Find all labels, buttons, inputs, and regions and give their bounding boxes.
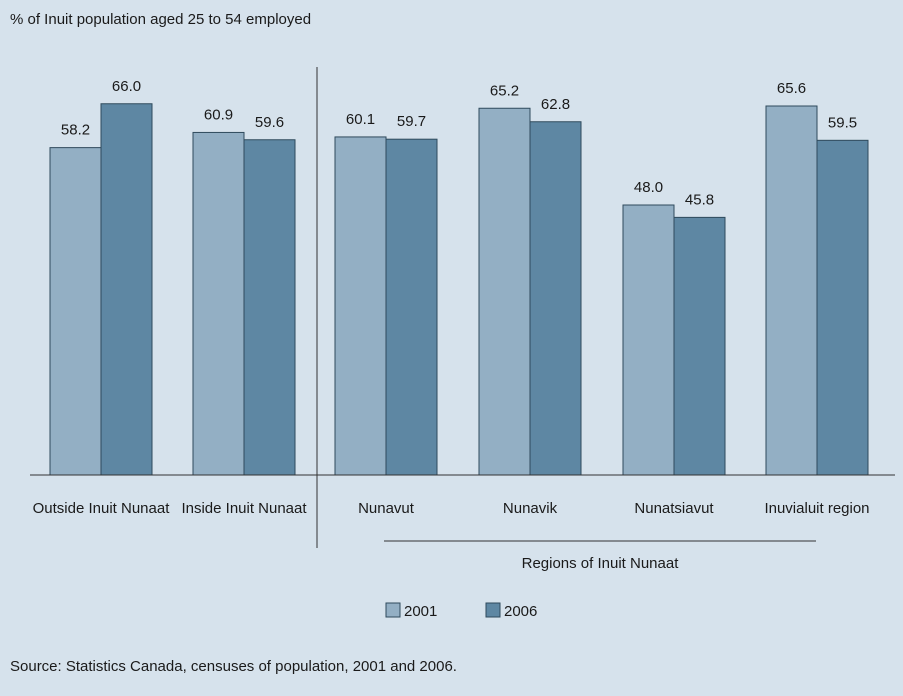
x-tick-labels: Outside Inuit Nunaat Inside Inuit Nunaat N…: [33, 500, 870, 517]
x-tick-label-4: Nunatsiavut: [634, 500, 714, 517]
bars-layer: 58.2 66.0 60.9 59.6 60.1 59.7 65.2 62.8 48.0 45.8…: [49, 78, 869, 476]
bar-2001-1: [192, 131, 245, 476]
legend-swatch-2006: [485, 602, 501, 618]
bar-2001-3: [478, 107, 531, 476]
data-label-2001-3: 65.2: [490, 82, 519, 99]
x-tick-label-2: Nunavut: [358, 500, 415, 517]
data-label-2001-2: 60.1: [346, 111, 375, 128]
data-label-2006-3: 62.8: [541, 96, 570, 113]
legend-label-2006: 2006: [504, 603, 537, 620]
legend-label-2001: 2001: [404, 603, 437, 620]
x-tick-label-3: Nunavik: [503, 500, 558, 517]
y-axis-label: % of Inuit population aged 25 to 54 empl…: [10, 11, 311, 28]
data-label-2006-1: 59.6: [255, 114, 284, 131]
bar-2001-0: [49, 147, 102, 476]
bar-2001-4: [622, 204, 675, 476]
x-tick-label-5: Inuvialuit region: [764, 500, 869, 517]
bar-2006-3: [529, 121, 582, 476]
bar-2006-1: [243, 139, 296, 476]
bar-2006-0: [100, 103, 153, 476]
data-label-2006-0: 66.0: [112, 78, 141, 95]
data-label-2006-2: 59.7: [397, 113, 426, 130]
x-tick-label-1: Inside Inuit Nunaat: [181, 500, 307, 517]
bar-2001-5: [765, 105, 818, 476]
bar-2006-2: [385, 138, 438, 476]
bar-2001-2: [334, 136, 387, 476]
data-label-2001-5: 65.6: [777, 80, 806, 97]
data-label-2006-4: 45.8: [685, 191, 714, 208]
legend-swatch-2001: [385, 602, 401, 618]
data-label-2001-0: 58.2: [61, 122, 90, 139]
x-tick-label-0: Outside Inuit Nunaat: [33, 500, 171, 517]
data-label-2001-4: 48.0: [634, 179, 663, 196]
source-note: Source: Statistics Canada, censuses of p…: [10, 658, 457, 675]
data-label-2001-1: 60.9: [204, 106, 233, 123]
bar-2006-5: [816, 139, 869, 476]
legend: 2001 2006: [385, 602, 537, 620]
group-label: Regions of Inuit Nunaat: [522, 555, 680, 572]
bar-2006-4: [673, 216, 726, 476]
data-label-2006-5: 59.5: [828, 114, 857, 131]
